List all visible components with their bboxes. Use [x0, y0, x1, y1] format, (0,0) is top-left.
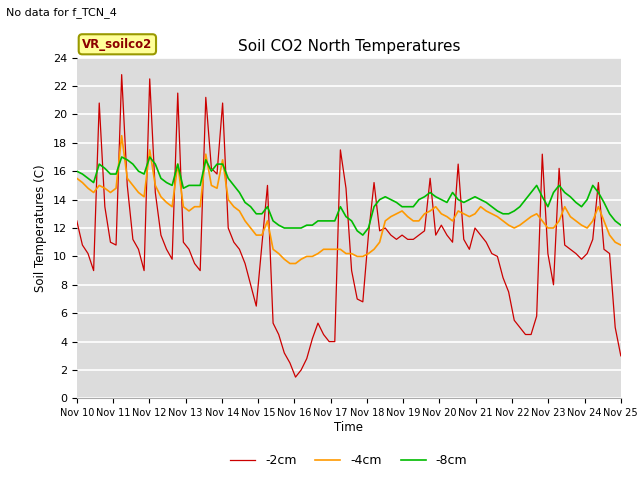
-2cm	[617, 353, 625, 359]
X-axis label: Time: Time	[334, 421, 364, 434]
-4cm	[124, 175, 131, 181]
-2cm	[73, 218, 81, 224]
-2cm	[342, 185, 350, 191]
Legend: -2cm, -4cm, -8cm: -2cm, -4cm, -8cm	[225, 449, 472, 472]
-4cm	[499, 218, 507, 224]
Y-axis label: Soil Temperatures (C): Soil Temperatures (C)	[35, 164, 47, 292]
Line: -2cm: -2cm	[77, 75, 621, 377]
-8cm	[118, 154, 125, 160]
-2cm	[118, 72, 125, 78]
Text: VR_soilco2: VR_soilco2	[82, 38, 152, 51]
-8cm	[107, 171, 115, 177]
-4cm	[73, 175, 81, 181]
-8cm	[359, 232, 367, 238]
-8cm	[337, 204, 344, 210]
-4cm	[342, 251, 350, 256]
-4cm	[387, 214, 395, 219]
-4cm	[286, 261, 294, 266]
-8cm	[499, 211, 507, 216]
-2cm	[387, 232, 395, 238]
-4cm	[107, 190, 115, 195]
-8cm	[73, 168, 81, 174]
-8cm	[426, 190, 434, 195]
Line: -4cm: -4cm	[77, 136, 621, 264]
Title: Soil CO2 North Temperatures: Soil CO2 North Temperatures	[237, 39, 460, 54]
-4cm	[426, 208, 434, 214]
Text: No data for f_TCN_4: No data for f_TCN_4	[6, 7, 117, 18]
-8cm	[617, 222, 625, 228]
-2cm	[124, 182, 131, 188]
Line: -8cm: -8cm	[77, 157, 621, 235]
-4cm	[118, 133, 125, 139]
-8cm	[124, 157, 131, 163]
-2cm	[292, 374, 300, 380]
-2cm	[426, 175, 434, 181]
-8cm	[387, 197, 395, 203]
-4cm	[617, 242, 625, 248]
-2cm	[499, 275, 507, 281]
-2cm	[107, 240, 115, 245]
